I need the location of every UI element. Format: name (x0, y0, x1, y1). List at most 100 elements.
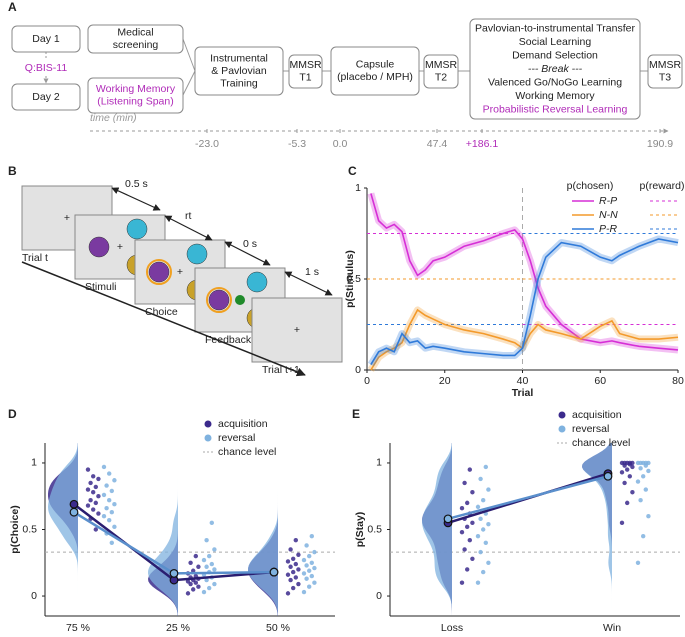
box-text: (Listening Span) (97, 96, 173, 108)
x-tick-label: 20 (439, 375, 451, 387)
data-point (643, 460, 648, 466)
y-tick-label: 0 (31, 590, 37, 602)
data-point (201, 589, 207, 595)
data-point (470, 520, 475, 526)
data-point (285, 572, 291, 577)
data-point (288, 547, 293, 552)
data-point (293, 575, 298, 580)
data-point (304, 576, 309, 581)
data-point (107, 517, 112, 523)
box (647, 54, 683, 89)
data-point (635, 560, 641, 565)
data-point (204, 537, 209, 543)
box-text: MMSR (289, 59, 321, 71)
stimulus (126, 218, 148, 240)
data-point (475, 580, 481, 585)
data-point (191, 568, 196, 573)
data-point (109, 540, 115, 546)
y-tick-label: 1 (31, 457, 37, 469)
panel-label: B (8, 164, 17, 178)
data-point (486, 521, 491, 527)
data-point (309, 573, 314, 579)
data-point (207, 585, 212, 591)
mean-marker (69, 507, 79, 517)
data-point (107, 498, 112, 503)
choice-ring (146, 259, 172, 285)
x-tick-label: Win (603, 622, 621, 634)
screen-label: Trial t+1 (262, 364, 300, 376)
data-point (91, 490, 96, 495)
x-tick-label: 0 (364, 375, 370, 387)
legend-marker (558, 425, 566, 433)
box (87, 77, 184, 114)
data-point (301, 571, 307, 576)
data-point (96, 511, 101, 516)
mean-marker (443, 514, 453, 524)
legend-marker (204, 420, 212, 428)
data-point (212, 581, 217, 587)
y-tick-label: 0.5 (22, 523, 37, 535)
x-axis-label: Trial (512, 387, 534, 399)
y-tick-label: 0 (355, 364, 361, 376)
data-point (209, 520, 214, 526)
data-point (209, 561, 214, 567)
data-point (467, 537, 472, 543)
data-point (307, 553, 312, 559)
box (194, 46, 284, 96)
panel-label: D (8, 407, 17, 421)
x-tick-label: Loss (441, 622, 463, 634)
mean-marker (269, 567, 279, 577)
duration-arrow (111, 187, 161, 211)
mean-marker (69, 499, 79, 509)
series-line (370, 238, 679, 365)
fixation: + (294, 324, 300, 336)
legend-label: N-N (599, 209, 618, 221)
data-point (307, 584, 312, 589)
duration-arrow (284, 271, 333, 296)
data-point (309, 560, 314, 565)
data-point (109, 488, 115, 494)
box-text: MMSR (649, 59, 681, 71)
data-point (301, 557, 307, 563)
box-text: Training (220, 77, 258, 89)
data-point (630, 490, 635, 495)
box (330, 46, 420, 96)
data-point (291, 585, 296, 591)
box-text: screening (113, 39, 159, 51)
box (288, 54, 323, 89)
legend-label: P-R (599, 223, 618, 235)
data-point (622, 480, 627, 486)
data-point (93, 500, 99, 506)
screen-label: Feedback (205, 334, 252, 346)
legend-label: reversal (572, 423, 609, 435)
stimulus (246, 271, 268, 293)
x-tick-label: 25 % (166, 622, 190, 634)
legend-label: acquisition (572, 409, 622, 421)
data-point (101, 513, 107, 519)
box-text: Demand Selection (512, 49, 598, 61)
y-tick-label: 0.5 (346, 273, 361, 285)
stimulus (186, 243, 208, 265)
data-point (301, 589, 307, 595)
feedback (235, 295, 245, 305)
data-point (641, 474, 646, 479)
data-point (285, 559, 291, 564)
fixation: + (117, 241, 123, 253)
data-point (188, 560, 193, 565)
data-point (619, 470, 625, 475)
duration-arrow (224, 241, 271, 266)
x-tick-label: 80 (672, 375, 684, 387)
box-text: T1 (299, 72, 311, 84)
legend-marker (204, 434, 212, 442)
box-text: MMSR (425, 59, 457, 71)
box-text: Probabilistic Reversal Learning (483, 103, 628, 115)
data-point (481, 527, 486, 532)
data-point (646, 513, 651, 519)
y-tick-label: 0.5 (367, 523, 382, 535)
data-point (643, 487, 648, 492)
fixation: + (64, 212, 70, 224)
duration-label: 0.5 s (125, 178, 148, 190)
box-text: Working Memory (96, 83, 176, 95)
data-point (462, 480, 467, 486)
